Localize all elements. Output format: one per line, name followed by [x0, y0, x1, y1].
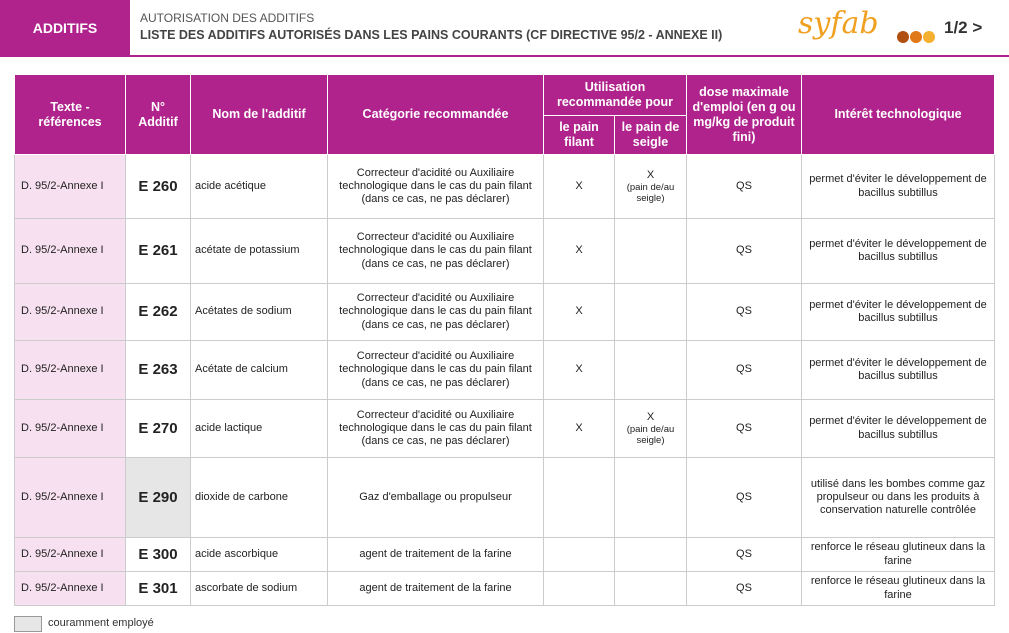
- pain-filant: X: [543, 283, 615, 341]
- section-tab: ADDITIFS: [0, 0, 130, 55]
- interest: permet d'éviter le développement de baci…: [801, 399, 995, 458]
- note: (pain de/au seigle): [626, 423, 675, 447]
- pain-filant: X: [543, 399, 615, 458]
- category: Gaz d'emballage ou propulseur: [327, 457, 544, 538]
- page-number: 1/2: [944, 18, 968, 37]
- pain-seigle: [614, 218, 687, 284]
- additive-name: dioxide de carbone: [190, 457, 328, 538]
- additive-code: E 300: [125, 537, 191, 572]
- pain-filant: X: [543, 218, 615, 284]
- col-header: Utilisation recommandée pour: [543, 74, 687, 116]
- pain-seigle: [614, 537, 687, 572]
- reference: D. 95/2-Annexe I: [14, 154, 126, 219]
- supertitle: AUTORISATION DES ADDITIFS: [140, 11, 315, 25]
- mark: X: [646, 168, 655, 181]
- dose: QS: [686, 283, 802, 341]
- additive-code: E 260: [125, 154, 191, 219]
- interest: permet d'éviter le développement de baci…: [801, 283, 995, 341]
- interest: renforce le réseau glutineux dans la far…: [801, 571, 995, 606]
- additive-code: E 261: [125, 218, 191, 284]
- additive-name: acide ascorbique: [190, 537, 328, 572]
- col-header: Intérêt technologique: [801, 74, 995, 155]
- additives-table: Texte -références N° Additif Nom de l'ad…: [14, 74, 995, 606]
- col-header: le pain filant: [543, 115, 615, 155]
- dose: QS: [686, 399, 802, 458]
- mark: X: [646, 410, 655, 423]
- col-header: le pain de seigle: [614, 115, 687, 155]
- interest: permet d'éviter le développement de baci…: [801, 340, 995, 400]
- dose: QS: [686, 457, 802, 538]
- col-header: N° Additif: [125, 74, 191, 155]
- reference: D. 95/2-Annexe I: [14, 457, 126, 538]
- pain-seigle: X (pain de/au seigle): [614, 154, 687, 219]
- next-button[interactable]: >: [972, 18, 983, 37]
- reference: D. 95/2-Annexe I: [14, 340, 126, 400]
- reference: D. 95/2-Annexe I: [14, 537, 126, 572]
- legend-swatch: [14, 616, 42, 632]
- pain-seigle: [614, 340, 687, 400]
- col-header: Catégorie recommandée: [327, 74, 544, 155]
- reference: D. 95/2-Annexe I: [14, 283, 126, 341]
- additive-code: E 270: [125, 399, 191, 458]
- additive-name: acide lactique: [190, 399, 328, 458]
- additive-name: Acétates de sodium: [190, 283, 328, 341]
- dose: QS: [686, 218, 802, 284]
- category: Correcteur d'acidité ou Auxiliaire techn…: [327, 340, 544, 400]
- additive-name: acide acétique: [190, 154, 328, 219]
- additive-code: E 301: [125, 571, 191, 606]
- pain-filant: X: [543, 154, 615, 219]
- additive-name: Acétate de calcium: [190, 340, 328, 400]
- reference: D. 95/2-Annexe I: [14, 571, 126, 606]
- additive-code: E 262: [125, 283, 191, 341]
- dose: QS: [686, 340, 802, 400]
- col-header: Nom de l'additif: [190, 74, 328, 155]
- interest: renforce le réseau glutineux dans la far…: [801, 537, 995, 572]
- logo-dots: [897, 31, 935, 43]
- category: Correcteur d'acidité ou Auxiliaire techn…: [327, 399, 544, 458]
- category: agent de traitement de la farine: [327, 571, 544, 606]
- interest: utilisé dans les bombes comme gaz propul…: [801, 457, 995, 538]
- logo: syfab: [798, 6, 879, 41]
- interest: permet d'éviter le développement de baci…: [801, 154, 995, 219]
- additive-name: acétate de potassium: [190, 218, 328, 284]
- pain-filant: X: [543, 340, 615, 400]
- pain-seigle: [614, 571, 687, 606]
- additive-name: ascorbate de sodium: [190, 571, 328, 606]
- reference: D. 95/2-Annexe I: [14, 399, 126, 458]
- category: Correcteur d'acidité ou Auxiliaire techn…: [327, 218, 544, 284]
- header: ADDITIFS AUTORISATION DES ADDITIFS LISTE…: [0, 0, 1009, 57]
- col-header: dose maximale d'emploi (en g ou mg/kg de…: [686, 74, 802, 155]
- pain-seigle: [614, 457, 687, 538]
- dose: QS: [686, 537, 802, 572]
- note: (pain de/au seigle): [626, 181, 675, 205]
- pain-filant: [543, 537, 615, 572]
- additive-code: E 290: [125, 457, 191, 538]
- reference: D. 95/2-Annexe I: [14, 218, 126, 284]
- dose: QS: [686, 571, 802, 606]
- pager: 1/2 >: [944, 18, 982, 38]
- dose: QS: [686, 154, 802, 219]
- pain-seigle: [614, 283, 687, 341]
- col-header: Texte -références: [14, 74, 126, 155]
- category: Correcteur d'acidité ou Auxiliaire techn…: [327, 154, 544, 219]
- additive-code: E 263: [125, 340, 191, 400]
- category: agent de traitement de la farine: [327, 537, 544, 572]
- category: Correcteur d'acidité ou Auxiliaire techn…: [327, 283, 544, 341]
- pain-filant: [543, 571, 615, 606]
- interest: permet d'éviter le développement de baci…: [801, 218, 995, 284]
- pain-seigle: X (pain de/au seigle): [614, 399, 687, 458]
- legend-label: couramment employé: [48, 617, 154, 629]
- title: LISTE DES ADDITIFS AUTORISÉS DANS LES PA…: [140, 28, 723, 42]
- pain-filant: [543, 457, 615, 538]
